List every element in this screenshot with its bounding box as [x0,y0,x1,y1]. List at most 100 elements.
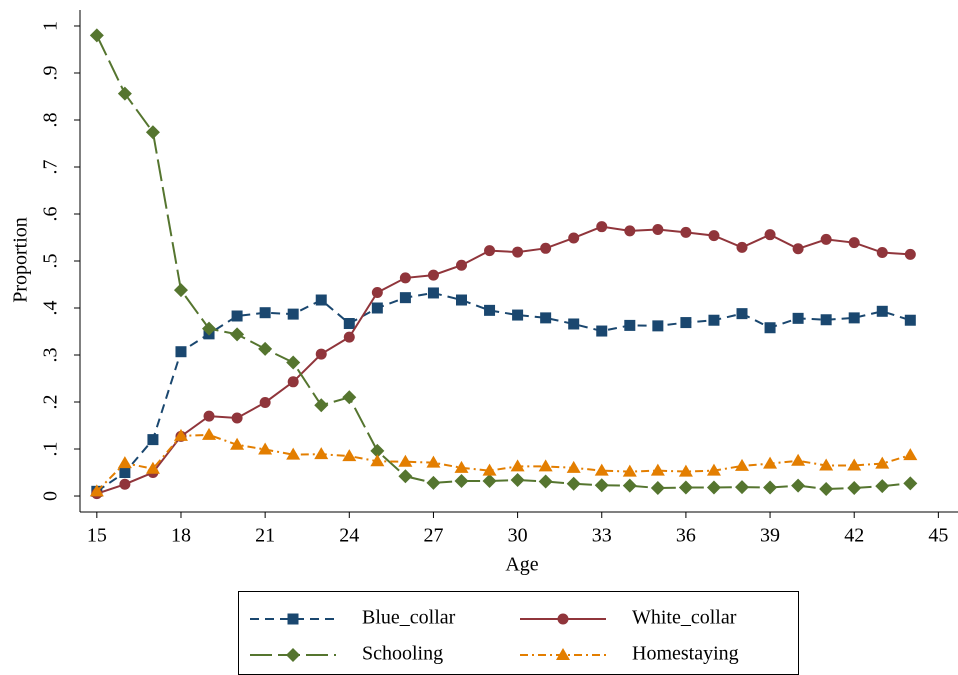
y-tick-label: .3 [40,348,62,363]
marker [736,241,748,253]
marker [286,447,301,460]
marker [678,464,693,477]
marker [566,460,581,473]
marker [426,475,441,490]
x-tick-label: 30 [508,525,528,547]
legend-label: Homestaying [632,643,739,665]
marker [706,463,721,476]
marker [342,390,357,405]
marker [258,442,273,455]
marker [568,232,580,244]
marker [680,317,692,329]
marker [399,272,411,284]
marker [875,456,890,469]
marker [427,287,439,299]
marker [147,434,159,446]
marker [538,459,553,472]
marker [287,308,299,320]
marker [624,319,636,331]
marker [791,453,806,466]
marker [455,259,467,271]
series-line [96,225,911,495]
marker [594,478,609,493]
marker [145,461,160,474]
marker [482,473,497,488]
marker [231,310,243,322]
marker [231,412,243,424]
marker [596,325,608,337]
series-line [96,433,911,493]
marker [426,455,441,468]
legend-label: White_collar [632,607,737,629]
y-tick-label: .6 [40,206,62,221]
marker [454,460,469,473]
x-tick-label: 33 [592,525,612,547]
marker [903,448,918,461]
marker [568,318,580,330]
y-tick-label: .2 [40,395,62,410]
marker [650,481,665,496]
marker [314,398,329,413]
marker [596,221,608,233]
marker [566,476,581,491]
marker [117,456,132,469]
marker [904,248,916,260]
marker [848,237,860,249]
marker [820,314,832,326]
marker [848,312,860,324]
marker [875,479,890,494]
x-tick-label: 45 [928,525,948,547]
marker [904,314,916,326]
marker [398,454,413,467]
marker [538,474,553,489]
marker [735,480,750,495]
x-tick-label: 42 [844,525,864,547]
x-tick-label: 39 [760,525,780,547]
marker [119,467,131,479]
marker [484,245,496,257]
marker [371,302,383,314]
marker [847,458,862,471]
marker [455,294,467,306]
marker [89,484,104,497]
marker [791,478,806,493]
marker [820,233,832,245]
marker [343,331,355,343]
y-tick-label: .8 [40,112,62,127]
legend-marker [286,648,300,662]
marker [540,312,552,324]
marker [203,410,215,422]
marker [370,454,385,467]
marker [819,481,834,496]
marker [736,308,748,320]
marker [89,28,104,43]
y-tick-label: .1 [40,442,62,457]
marker [652,320,664,332]
marker [286,355,301,370]
marker [847,481,862,496]
marker [735,458,750,471]
marker [512,309,524,321]
marker [230,437,245,450]
x-tick-label: 15 [87,525,107,547]
marker [370,443,385,458]
marker [650,463,665,476]
y-tick-label: .7 [40,159,62,174]
marker [594,463,609,476]
marker [202,321,217,336]
y-tick-label: .4 [40,301,62,316]
marker [259,307,271,319]
marker [427,269,439,281]
marker [903,476,918,491]
y-tick-label: .9 [40,65,62,80]
marker [876,247,888,259]
marker [624,225,636,237]
y-tick-label: .5 [40,254,62,269]
marker [792,312,804,324]
marker [202,427,217,440]
marker [342,449,357,462]
marker [399,292,411,304]
marker [173,428,188,441]
legend-label: Blue_collar [362,607,456,629]
